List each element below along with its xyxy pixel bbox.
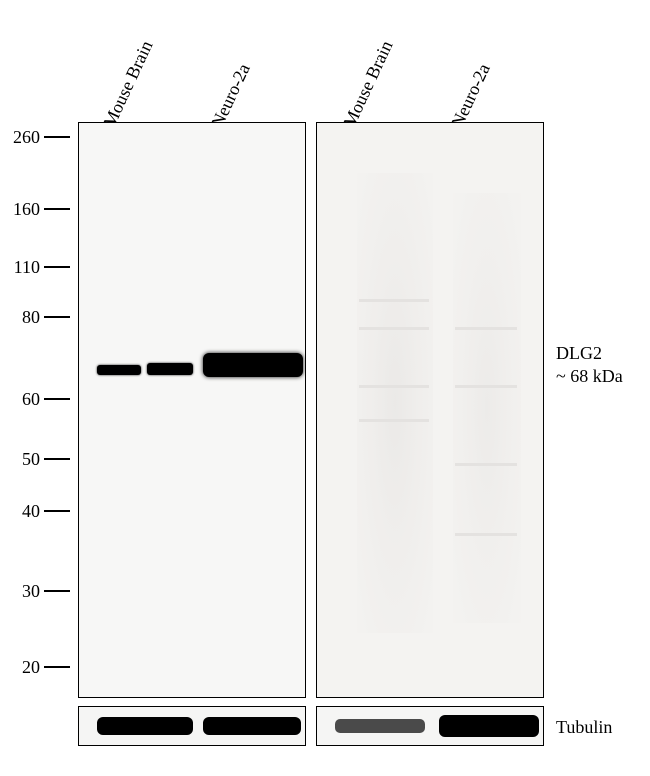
faint-band xyxy=(359,419,429,422)
marker-tick xyxy=(44,208,70,210)
marker-label: 60 xyxy=(4,389,40,410)
tubulin-panel-right xyxy=(316,706,544,746)
marker-label: 260 xyxy=(4,127,40,148)
dlg2-band-neuro2a xyxy=(203,353,303,377)
marker-label: 110 xyxy=(4,257,40,278)
dlg2-band-mouse-brain xyxy=(97,365,141,375)
marker-tick xyxy=(44,666,70,668)
tubulin-panel-left xyxy=(78,706,306,746)
tubulin-band xyxy=(439,715,539,737)
smear-lane-2 xyxy=(453,193,521,623)
smear-lane-1 xyxy=(357,173,433,633)
faint-band xyxy=(455,533,517,536)
marker-label: 160 xyxy=(4,199,40,220)
faint-band xyxy=(455,385,517,388)
tubulin-label: Tubulin xyxy=(556,716,612,739)
marker-tick xyxy=(44,458,70,460)
tubulin-band xyxy=(335,719,425,733)
lane-label-right-0: Mouse Brain xyxy=(339,37,398,131)
marker-tick xyxy=(44,266,70,268)
marker-tick xyxy=(44,398,70,400)
faint-band xyxy=(359,385,429,388)
marker-label: 30 xyxy=(4,581,40,602)
marker-label: 80 xyxy=(4,307,40,328)
marker-label: 20 xyxy=(4,657,40,678)
faint-band xyxy=(455,463,517,466)
marker-tick xyxy=(44,590,70,592)
western-blot-figure: 260 160 110 80 60 50 40 30 20 Mouse Brai… xyxy=(0,10,650,766)
marker-label: 40 xyxy=(4,501,40,522)
marker-label: 50 xyxy=(4,449,40,470)
protein-name: DLG2 xyxy=(556,342,623,365)
faint-band xyxy=(455,327,517,330)
lane-label-right-1: Neuro-2a xyxy=(447,61,495,131)
target-annotation: DLG2 ~ 68 kDa xyxy=(556,342,623,387)
marker-tick xyxy=(44,316,70,318)
dlg2-band-mouse-brain xyxy=(147,363,193,375)
lane-label-left-1: Neuro-2a xyxy=(207,61,255,131)
protein-mw: ~ 68 kDa xyxy=(556,365,623,388)
faint-band xyxy=(359,327,429,330)
tubulin-band xyxy=(97,717,193,735)
faint-band xyxy=(359,299,429,302)
tubulin-band xyxy=(203,717,301,735)
blot-panel-right xyxy=(316,122,544,698)
marker-tick xyxy=(44,136,70,138)
marker-tick xyxy=(44,510,70,512)
lane-label-left-0: Mouse Brain xyxy=(99,37,158,131)
blot-panel-left xyxy=(78,122,306,698)
